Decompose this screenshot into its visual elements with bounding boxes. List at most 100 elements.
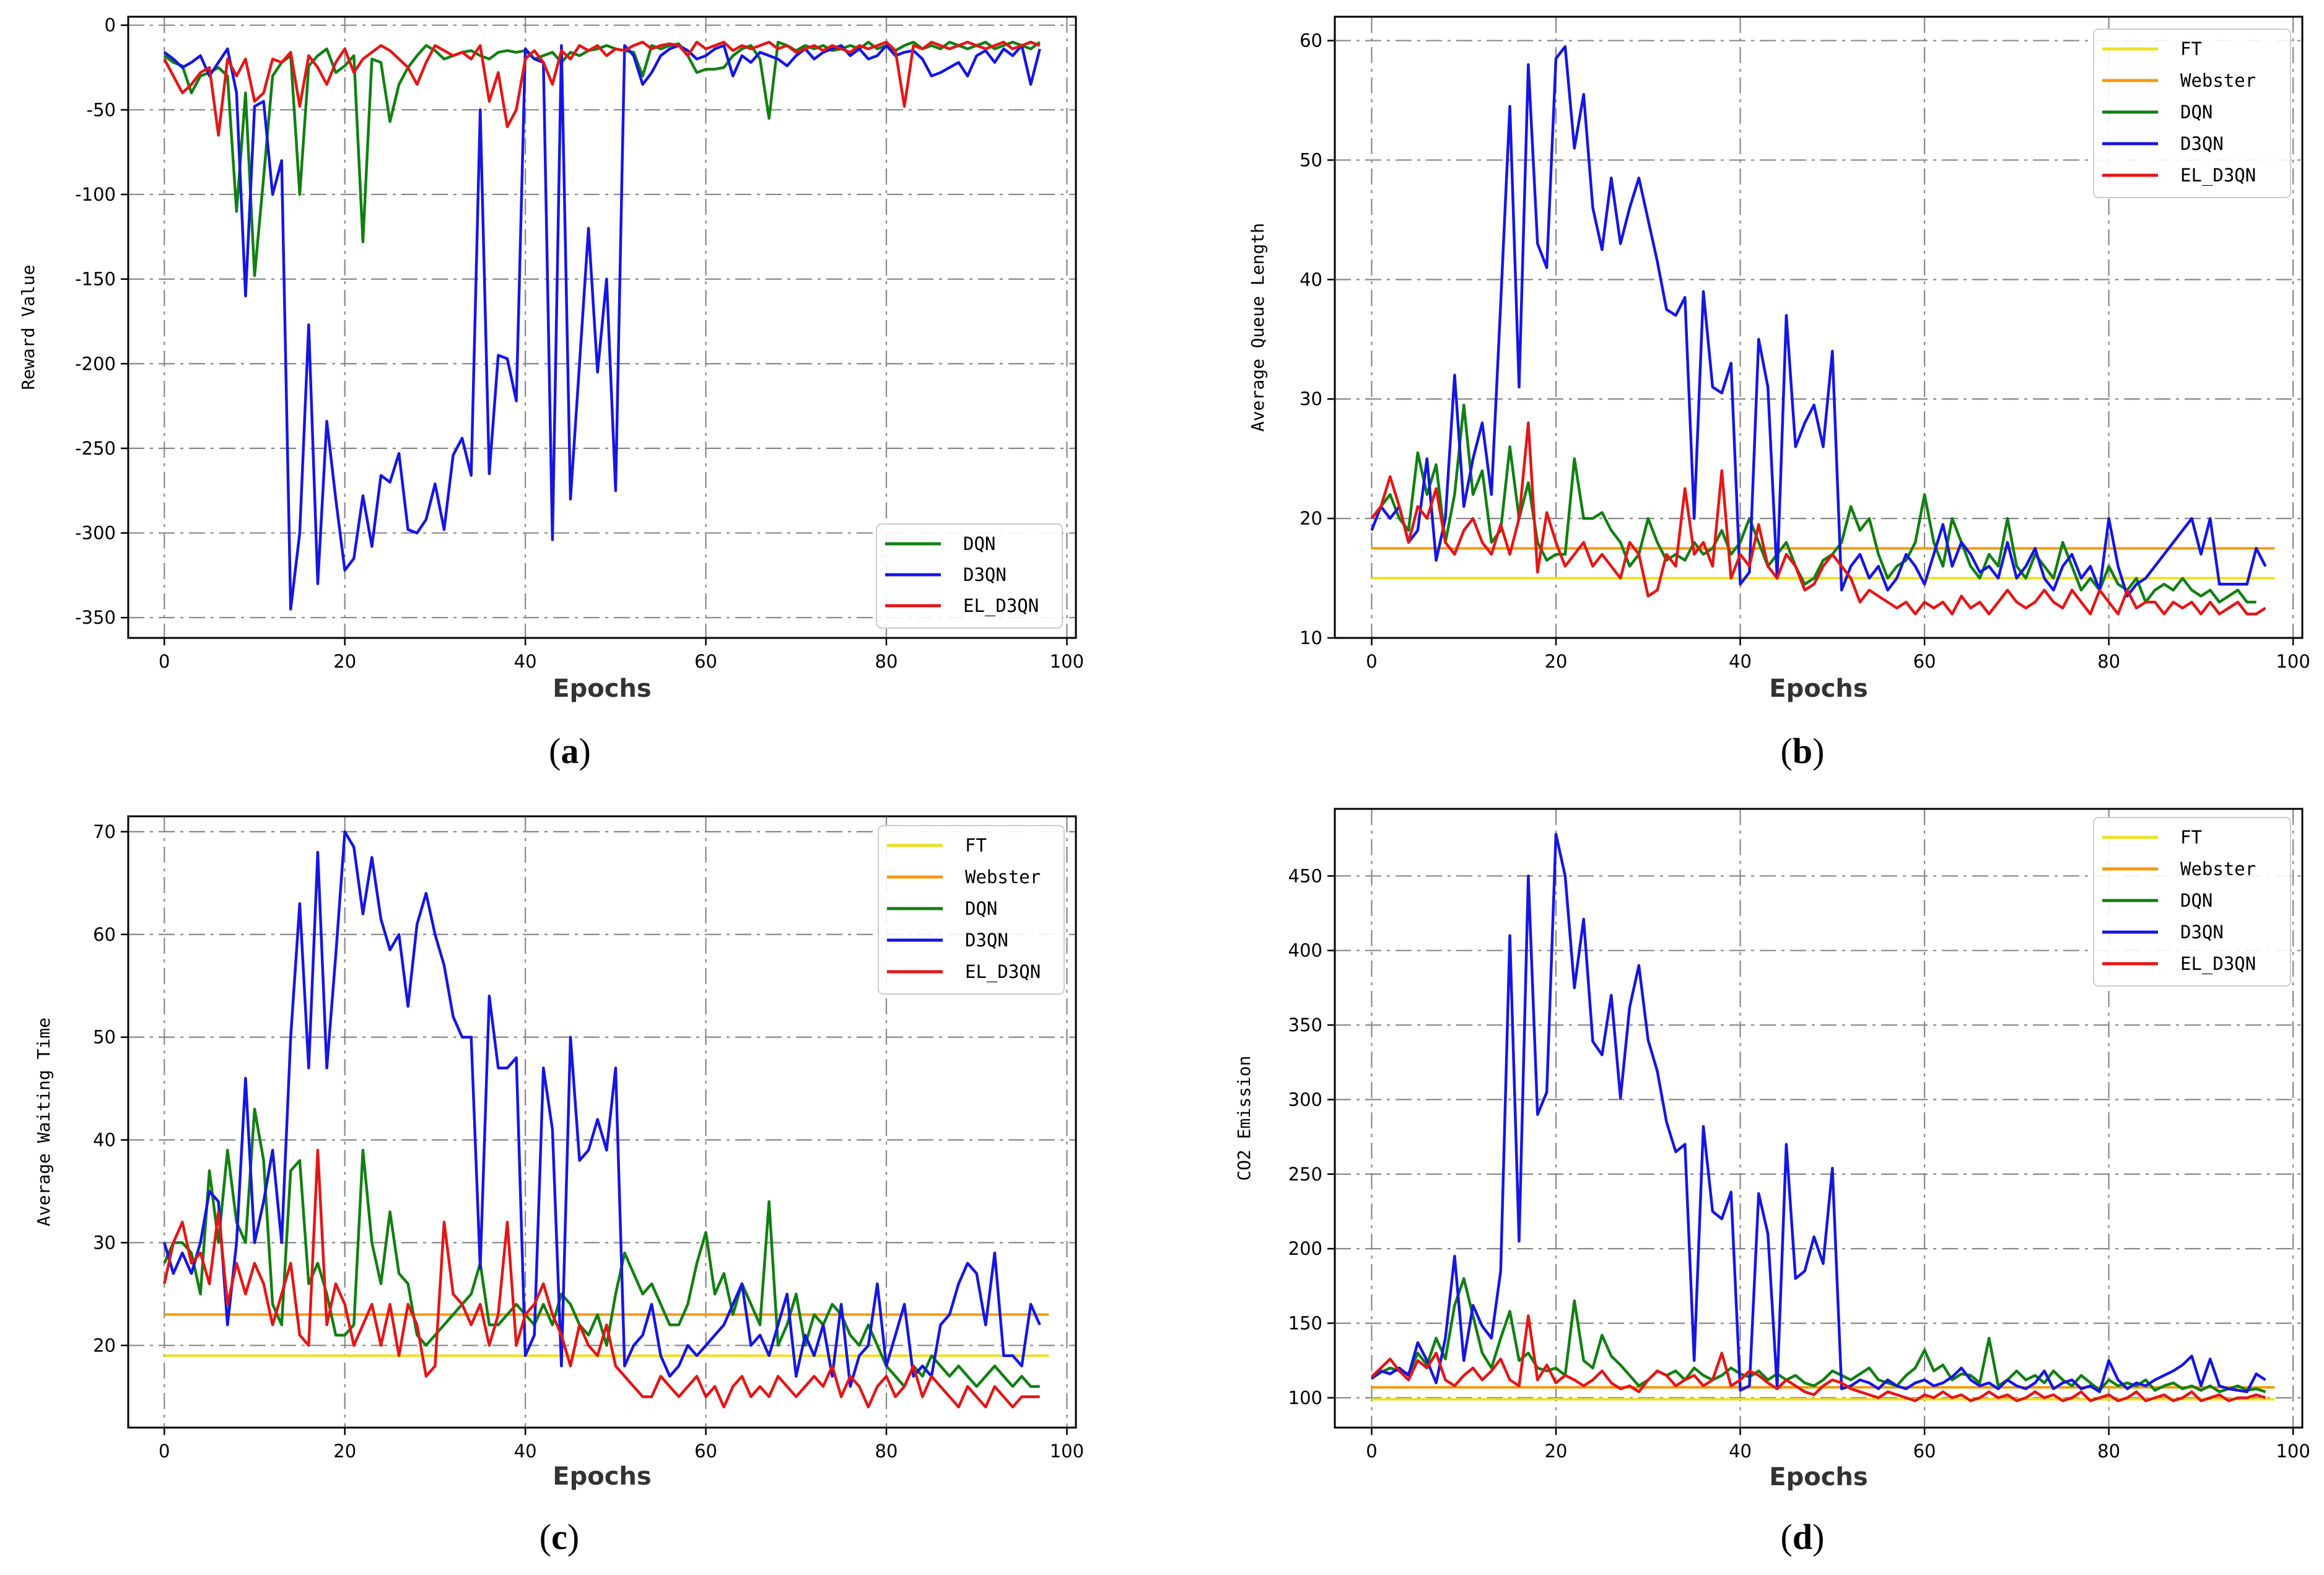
- x-tick-label: 40: [1729, 1441, 1752, 1462]
- y-tick-label: 10: [1300, 627, 1322, 648]
- legend: FT Webster DQN D3QN EL_D3QN: [2093, 817, 2291, 987]
- y-tick-label: -350: [75, 607, 116, 628]
- x-tick-label: 80: [875, 651, 898, 672]
- plot-frame: [1334, 15, 2304, 639]
- panel-caption-letter: a: [561, 731, 579, 771]
- x-tick-label: 20: [333, 651, 356, 672]
- x-tick-label: 20: [1545, 1441, 1568, 1462]
- legend-label: DQN: [965, 898, 997, 919]
- legend-label: Webster: [2180, 70, 2256, 91]
- x-tick-label: 0: [1366, 651, 1377, 672]
- legend-label: DQN: [2180, 890, 2213, 911]
- y-tick-label: 60: [1300, 30, 1322, 51]
- panel-caption: (d): [1781, 1517, 1825, 1557]
- y-tick-label: 40: [1300, 269, 1322, 290]
- panel-caption: (a): [549, 731, 591, 771]
- y-tick-label: 20: [1300, 508, 1322, 529]
- plot-frame: [127, 15, 1077, 639]
- x-axis-label: Epochs: [553, 1462, 651, 1491]
- y-tick-label: 30: [93, 1232, 116, 1253]
- x-axis-label: Epochs: [1769, 1463, 1868, 1491]
- legend-label: Webster: [2180, 858, 2256, 879]
- series-line-el-d3qn: [1370, 421, 2266, 616]
- series-line-dqn: [1371, 1277, 2266, 1394]
- legend: FT Webster DQN D3QN EL_D3QN: [878, 825, 1065, 995]
- x-axis-label: Epochs: [1769, 674, 1868, 703]
- legend-label: FT: [2180, 827, 2202, 848]
- y-axis-label: Average Waiting Time: [33, 1018, 54, 1226]
- x-tick-label: 80: [2097, 1441, 2120, 1462]
- legend-label: EL_D3QN: [2180, 165, 2256, 186]
- y-tick-label: 50: [93, 1027, 116, 1048]
- x-tick-label: 100: [2276, 1441, 2310, 1462]
- panel-caption-letter: b: [1793, 731, 1812, 771]
- x-tick-label: 40: [514, 1441, 537, 1462]
- y-tick-label: 20: [93, 1335, 116, 1356]
- series-line-el-d3qn: [1370, 1314, 2266, 1402]
- x-axis-label: Epochs: [553, 674, 651, 703]
- y-tick-label: 300: [1288, 1089, 1322, 1110]
- x-tick-label: 100: [2276, 651, 2310, 672]
- x-tick-label: 100: [1050, 651, 1084, 672]
- y-tick-label: -250: [75, 438, 116, 459]
- legend-label: D3QN: [2180, 922, 2224, 943]
- y-tick-label: 150: [1288, 1312, 1322, 1333]
- legend-label: D3QN: [2180, 133, 2224, 154]
- x-tick-label: 80: [875, 1441, 898, 1462]
- y-tick-label: 40: [93, 1130, 116, 1151]
- legend: DQN D3QN EL_D3QN: [876, 523, 1063, 629]
- y-tick-label: 200: [1288, 1238, 1322, 1259]
- x-tick-label: 60: [694, 1441, 717, 1462]
- legend-label: EL_D3QN: [965, 961, 1041, 983]
- y-axis-label: CO2 Emission: [1234, 1055, 1254, 1180]
- series-line-el-d3qn: [163, 1148, 1040, 1409]
- panel-caption: (b): [1781, 731, 1825, 771]
- y-tick-label: 100: [1288, 1387, 1322, 1408]
- y-tick-label: -100: [75, 184, 116, 205]
- x-tick-label: 60: [694, 651, 717, 672]
- y-tick-label: -300: [75, 523, 116, 544]
- x-tick-label: 40: [514, 651, 537, 672]
- x-tick-label: 0: [159, 651, 170, 672]
- legend-label: DQN: [2180, 102, 2213, 123]
- panel-caption-letter: c: [551, 1517, 567, 1557]
- chart-panel-c: 0 20 40 60 80 100 20 30 40 50 60 70 Epochs Average Wa…: [33, 815, 1084, 1557]
- y-axis-label: Reward Value: [18, 264, 38, 390]
- legend-label: EL_D3QN: [2180, 953, 2256, 975]
- legend-label: FT: [965, 835, 987, 856]
- y-tick-label: 50: [1300, 149, 1322, 170]
- x-tick-label: 20: [1545, 651, 1568, 672]
- chart-panel-d: 0 20 40 60 80 100 100 150 200 250 300 350 400 450 Epoc…: [1234, 808, 2310, 1557]
- legend-label: D3QN: [965, 930, 1008, 951]
- panel-caption-letter: d: [1793, 1517, 1812, 1557]
- y-axis-label: Average Queue Length: [1247, 223, 1268, 432]
- panel-caption: (c): [540, 1517, 579, 1557]
- y-tick-label: -150: [75, 269, 116, 290]
- series-line-dqn: [163, 1107, 1040, 1388]
- y-tick-label: 70: [93, 821, 116, 842]
- x-tick-label: 20: [333, 1441, 356, 1462]
- x-tick-label: 60: [1913, 1441, 1936, 1462]
- legend-label: EL_D3QN: [963, 595, 1039, 617]
- y-tick-label: 400: [1288, 940, 1322, 961]
- series-line-dqn: [1370, 403, 2256, 604]
- legend-box: [878, 825, 1065, 995]
- legend-box: [2093, 28, 2291, 198]
- series-line-d3qn: [1370, 45, 2267, 598]
- legend-label: FT: [2180, 38, 2202, 59]
- x-tick-label: 0: [1366, 1441, 1377, 1462]
- x-tick-label: 40: [1729, 651, 1752, 672]
- legend-box: [2093, 817, 2291, 987]
- x-tick-label: 80: [2097, 651, 2120, 672]
- series-line-el-d3qn: [163, 40, 1041, 137]
- chart-panel-a: 0 20 40 60 80 100 0 -50 -100 -150 -200 -250 -300 -350…: [18, 15, 1084, 771]
- plot-frame: [1334, 808, 2304, 1429]
- x-tick-label: 100: [1050, 1441, 1084, 1462]
- y-tick-label: 60: [93, 924, 116, 945]
- legend: FT Webster DQN D3QN EL_D3QN: [2093, 28, 2291, 198]
- legend-label: DQN: [963, 533, 995, 554]
- y-tick-label: -200: [75, 353, 116, 374]
- series-line-d3qn: [163, 44, 1041, 611]
- legend-box: [876, 523, 1063, 629]
